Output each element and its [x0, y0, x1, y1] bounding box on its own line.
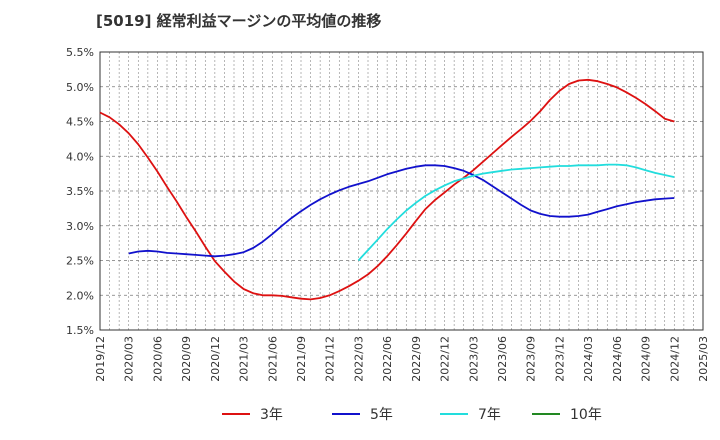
x-tick-label: 2020/12 [209, 336, 222, 382]
x-tick-label: 2023/03 [467, 336, 480, 382]
y-tick-label: 4.5% [66, 116, 94, 129]
series-line-7年 [357, 163, 675, 262]
x-tick-label: 2023/12 [553, 336, 566, 382]
x-tick-label: 2024/09 [640, 336, 653, 382]
x-tick-label: 2022/12 [439, 336, 452, 382]
x-axis: 2019/12 2020/03 2020/06 2020/09 2020/12 2021/… [94, 336, 710, 382]
legend-label: 5年 [370, 407, 393, 423]
chart-title: [5019] 経常利益マージンの平均値の推移 [96, 12, 382, 30]
x-tick-label: 2023/06 [496, 336, 509, 382]
y-tick-label: 3.0% [66, 220, 94, 233]
x-tick-label: 2019/12 [94, 336, 107, 382]
legend-label: 3年 [260, 407, 283, 423]
x-tick-label: 2021/12 [324, 336, 337, 382]
x-tick-label: 2024/12 [668, 336, 681, 382]
series-line-5年 [128, 164, 675, 258]
x-tick-label: 2022/03 [352, 336, 365, 382]
x-tick-label: 2022/09 [410, 336, 423, 382]
x-tick-label: 2020/09 [180, 336, 193, 382]
x-tick-label: 2025/03 [697, 336, 710, 382]
x-tick-label: 2021/03 [238, 336, 251, 382]
x-tick-label: 2024/03 [582, 336, 595, 382]
legend-label: 10年 [570, 407, 602, 423]
y-tick-label: 5.0% [66, 81, 94, 94]
series-line-3年 [99, 78, 675, 301]
y-tick-label: 1.5% [66, 324, 94, 337]
x-tick-label: 2020/03 [123, 336, 136, 382]
x-tick-label: 2023/09 [525, 336, 538, 382]
series-lines [99, 78, 675, 301]
y-tick-label: 2.5% [66, 255, 94, 268]
y-tick-label: 2.0% [66, 289, 94, 302]
x-tick-label: 2022/06 [381, 336, 394, 382]
y-axis: 1.5% 2.0% 2.5% 3.0% 3.5% 4.0% 4.5% 5.0% 5.5% [66, 46, 94, 337]
x-tick-label: 2024/06 [611, 336, 624, 382]
legend-label: 7年 [478, 407, 501, 423]
x-tick-label: 2020/06 [151, 336, 164, 382]
x-tick-label: 2021/06 [266, 336, 279, 382]
legend: 3年 5年 7年 10年 [222, 407, 602, 423]
plot-border [99, 51, 704, 331]
y-tick-label: 5.5% [66, 46, 94, 59]
x-tick-label: 2021/09 [295, 336, 308, 382]
y-tick-label: 4.0% [66, 150, 94, 163]
y-tick-label: 3.5% [66, 185, 94, 198]
